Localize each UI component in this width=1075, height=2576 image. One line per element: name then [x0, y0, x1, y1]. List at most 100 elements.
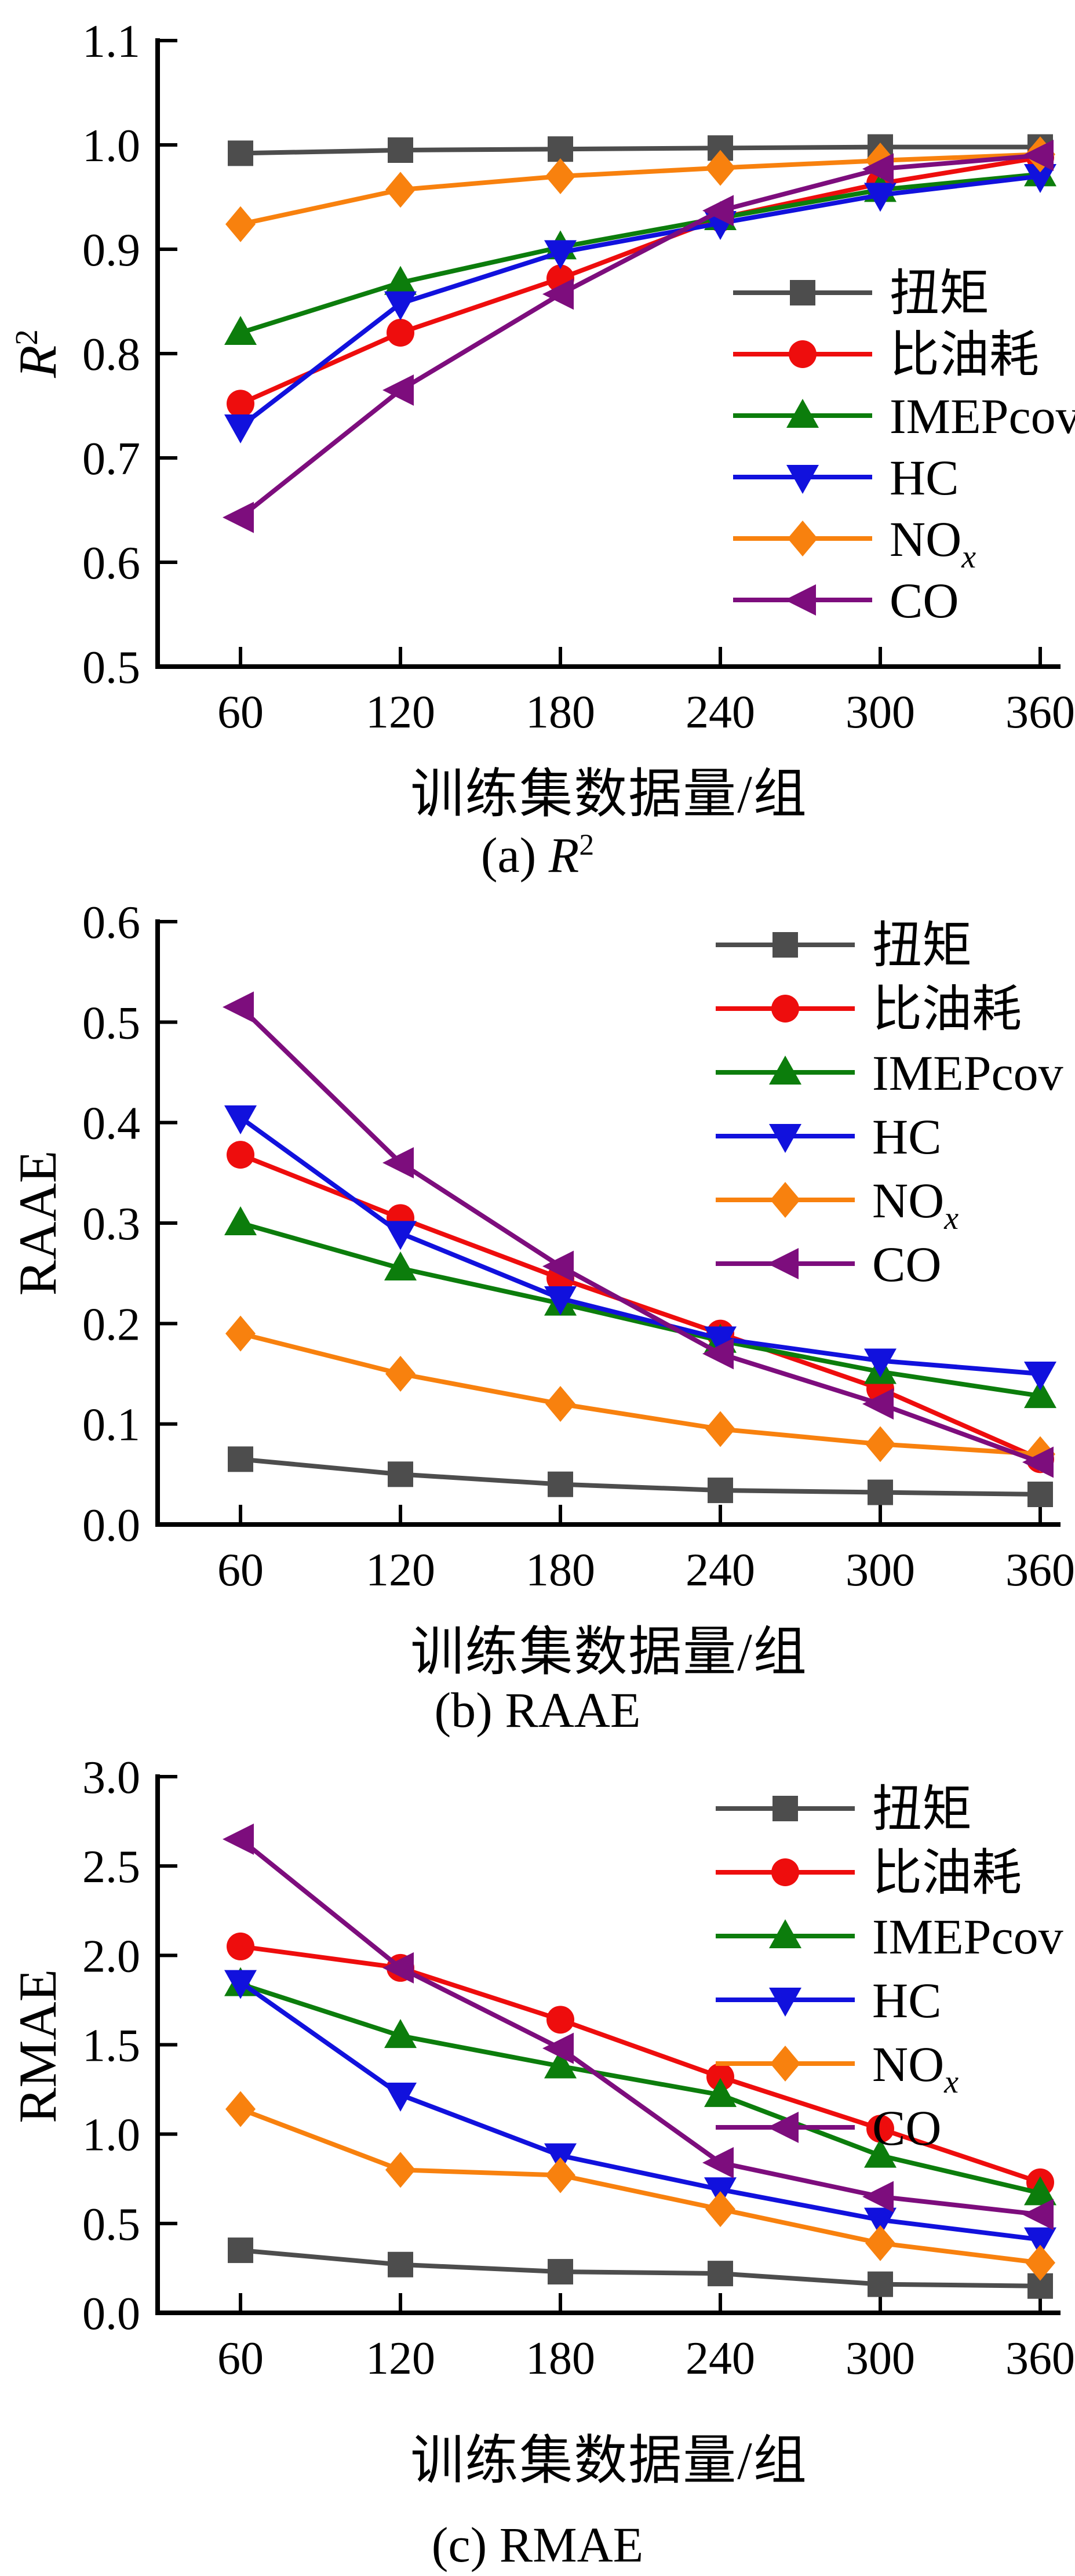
- series-line-torque: [240, 2248, 1041, 2288]
- legend-marker-hc: [769, 1124, 801, 1153]
- y-axis-title-c: RMAE: [6, 1872, 70, 2220]
- series-marker-hc: [1024, 1362, 1056, 1391]
- legend-label-nox: NOx: [872, 1173, 959, 1236]
- legend-item-co: CO: [716, 2100, 941, 2156]
- series-marker-nox: [705, 1411, 735, 1447]
- series-line-nox: [240, 152, 1041, 227]
- series-marker-co: [702, 2147, 734, 2178]
- legend-label-bsfc: 比油耗: [872, 981, 1022, 1037]
- series-marker-nox: [705, 2191, 735, 2228]
- series-imepcov: [224, 1967, 1056, 2206]
- legend-label-imepcov: IMEPcov: [872, 1909, 1063, 1964]
- legend-label-co: CO: [872, 1236, 941, 1292]
- legend-item-hc: HC: [733, 450, 959, 505]
- series-line-nox: [239, 2106, 1041, 2265]
- series-marker-torque: [1027, 1482, 1053, 1507]
- series-marker-co: [1022, 2199, 1054, 2231]
- y-title-a-sup: 2: [9, 329, 45, 345]
- series-marker-imepcov: [224, 316, 257, 345]
- y-tick-label: 0.6: [82, 538, 140, 589]
- series-marker-nox: [545, 158, 575, 194]
- series-marker-hc: [704, 1326, 737, 1356]
- x-tick-label: 180: [526, 2333, 595, 2382]
- series-marker-imepcov: [224, 1206, 257, 1235]
- legend-label-torque: 扭矩: [872, 918, 972, 973]
- y-ticks: 0.0 0.1 0.2 0.3 0.4 0.5 0.6: [82, 897, 177, 1551]
- legend-marker-nox: [788, 521, 818, 556]
- series-line-imepcov: [239, 1981, 1041, 2196]
- series-marker-co: [1022, 1446, 1054, 1478]
- caption-b-prefix: (b): [434, 1682, 505, 1738]
- caption-b-text: RAAE: [505, 1682, 641, 1738]
- x-axis-label-b: 训练集数据量/组: [410, 1622, 808, 1682]
- series-line-co: [239, 153, 1041, 519]
- series-marker-co: [542, 278, 574, 310]
- x-axis-label-a: 训练集数据量/组: [410, 765, 808, 824]
- x-ticks: 60 120 180 240 300 360: [217, 2293, 1075, 2382]
- series-marker-hc: [224, 414, 257, 443]
- y-ticks: 0.0 0.5 1.0 1.5 2.0 2.5 3.0: [82, 1752, 177, 2339]
- legend-item-torque: 扭矩: [716, 918, 972, 973]
- x-tick-label: 120: [366, 687, 435, 738]
- legend-label-torque: 扭矩: [890, 265, 989, 321]
- x-tick-label: 300: [846, 2333, 915, 2382]
- y-axis-title-b: RAAE: [6, 1049, 70, 1397]
- series-marker-nox: [225, 2091, 256, 2127]
- legend-label-imepcov: IMEPcov: [872, 1045, 1063, 1101]
- series-marker-co: [862, 1388, 894, 1420]
- caption-c-prefix: (c): [431, 2517, 500, 2573]
- series-line-nox: [240, 1331, 1041, 1457]
- series-marker-imepcov: [384, 265, 417, 295]
- series-marker-imepcov: [384, 2019, 417, 2049]
- series-marker-co: [223, 1823, 254, 1855]
- series-marker-hc: [384, 1221, 417, 1250]
- legend-item-nox: NOx: [733, 511, 976, 575]
- legend-marker-bsfc: [789, 340, 817, 368]
- y-title-c-plain: RMAE: [8, 1969, 67, 2123]
- series-marker-hc: [544, 1286, 577, 1315]
- legend-item-nox: NOx: [716, 1173, 959, 1236]
- series-marker-bsfc: [227, 1932, 254, 1960]
- legend-item-imepcov: IMEPcov: [716, 1909, 1063, 1964]
- x-tick-label: 60: [217, 687, 264, 738]
- series-marker-nox: [705, 150, 735, 186]
- series-marker-co: [223, 501, 254, 533]
- caption-a-prefix: (a): [480, 827, 549, 883]
- legend-item-bsfc: 比油耗: [733, 327, 1039, 383]
- series-marker-co: [702, 195, 734, 227]
- legend-marker-hc: [769, 1988, 801, 2017]
- series-marker-hc: [384, 2082, 417, 2112]
- series-marker-co: [862, 153, 894, 185]
- series-marker-torque: [548, 136, 573, 162]
- x-tick-label: 300: [846, 1545, 915, 1596]
- series-marker-co: [382, 374, 414, 406]
- series-marker-co: [542, 1250, 574, 1282]
- y-title-b-plain: RAAE: [8, 1150, 68, 1296]
- series-marker-torque: [548, 2259, 573, 2285]
- x-tick-label: 360: [1005, 2333, 1075, 2382]
- y-tick-label: 0.0: [82, 2288, 140, 2339]
- legend-item-imepcov: IMEPcov: [716, 1045, 1063, 1101]
- series-marker-imepcov: [1024, 2176, 1056, 2206]
- legend-marker-imepcov: [769, 1919, 801, 1948]
- series-marker-bsfc: [546, 2006, 574, 2034]
- series-line-torque: [240, 144, 1040, 156]
- series-marker-bsfc: [387, 319, 414, 347]
- legend-label-nox: NOx: [872, 2036, 959, 2100]
- series-marker-nox: [545, 1386, 575, 1422]
- series-marker-hc: [864, 1348, 897, 1378]
- series-marker-imepcov: [1024, 1379, 1056, 1409]
- y-tick-label: 0.1: [82, 1400, 140, 1451]
- series-marker-bsfc: [706, 2063, 734, 2091]
- y-ticks: 0.5 0.6 0.7 0.8 0.9 1.0 1.1: [82, 16, 177, 693]
- series-marker-co: [702, 1338, 734, 1370]
- legend-item-co: CO: [716, 1236, 941, 1292]
- series-marker-nox: [1025, 2244, 1055, 2281]
- legend-label-imepcov: IMEPcov: [890, 388, 1075, 444]
- series-nox: [225, 2091, 1055, 2281]
- x-tick-label: 180: [526, 1545, 595, 1596]
- series-marker-torque: [388, 1461, 413, 1487]
- y-tick-label: 1.5: [82, 2021, 140, 2072]
